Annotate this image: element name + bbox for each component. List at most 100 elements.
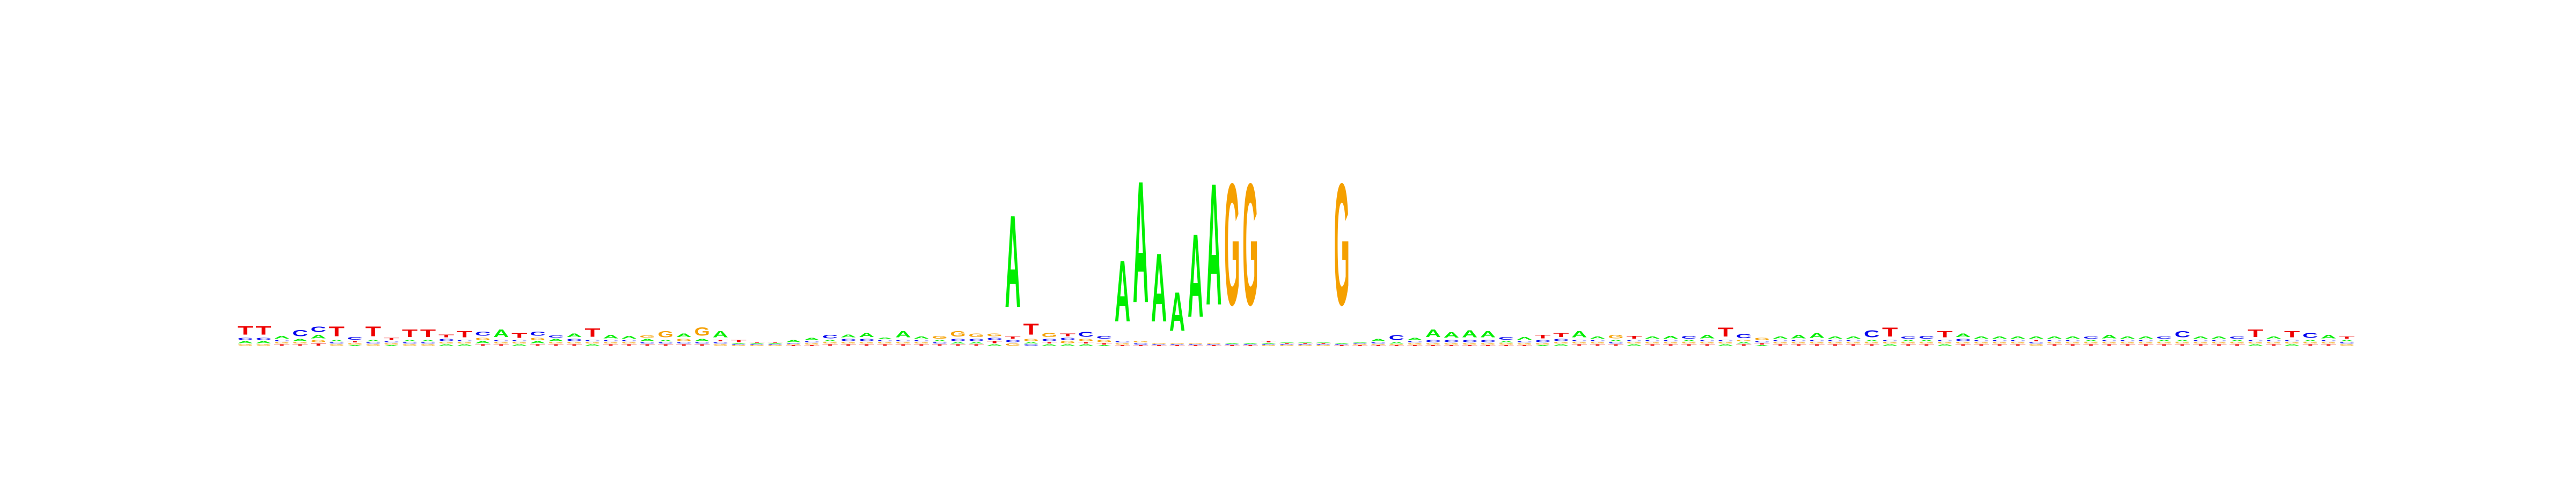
logo-letter-c: C: [2175, 329, 2190, 339]
logo-letter-a: A: [1005, 189, 1021, 335]
logo-letter-g: G: [1754, 337, 1770, 340]
logo-letter-c: C: [2102, 340, 2117, 342]
logo-letter-t: T: [402, 327, 418, 339]
logo-letter-t: T: [1224, 345, 1240, 346]
logo-letter-c: C: [1973, 340, 1989, 342]
logo-letter-t: T: [274, 344, 290, 346]
logo-letter-a: A: [658, 340, 674, 342]
logo-letter-a: A: [1371, 339, 1386, 342]
logo-letter-c: C: [1242, 344, 1258, 345]
logo-letter-a: A: [1663, 335, 1678, 339]
logo-letter-c: C: [292, 328, 308, 338]
logo-letter-g: G: [1188, 343, 1203, 344]
logo-letter-a: A: [895, 329, 911, 339]
logo-letter-g: G: [2120, 342, 2135, 344]
logo-letter-a: A: [1535, 345, 1550, 346]
logo-letter-g: G: [384, 343, 399, 345]
logo-letter-t: T: [2120, 344, 2136, 346]
logo-letter-c: C: [2138, 340, 2154, 342]
logo-letter-t: T: [311, 343, 326, 346]
logo-letter-g: G: [1718, 342, 1733, 344]
logo-letter-t: T: [329, 324, 345, 340]
logo-letter-a: A: [1315, 342, 1331, 343]
logo-letter-c: C: [402, 342, 418, 344]
logo-letter-t: T: [475, 344, 491, 346]
logo-letter-c: C: [2010, 340, 2025, 342]
logo-letter-a: A: [2138, 336, 2154, 339]
logo-letter-g: G: [1608, 334, 1623, 340]
logo-letter-a: A: [2284, 344, 2300, 346]
logo-letter-a: A: [2193, 336, 2208, 339]
logo-letter-t: T: [2028, 339, 2044, 341]
logo-letter-t: T: [731, 340, 747, 343]
logo-letter-t: T: [804, 345, 820, 346]
logo-letter-t: T: [840, 344, 857, 346]
logo-letter-c: C: [1535, 340, 1550, 343]
logo-letter-t: T: [365, 324, 382, 340]
logo-letter-g: G: [2266, 342, 2281, 344]
logo-letter-c: C: [840, 339, 856, 342]
logo-letter-c: C: [1389, 334, 1404, 341]
logo-letter-g: G: [1425, 343, 1441, 345]
logo-letter-g: G: [1827, 342, 1843, 344]
logo-letter-c: C: [877, 340, 892, 342]
logo-letter-a: A: [1681, 340, 1697, 342]
logo-letter-a: A: [786, 340, 801, 343]
logo-letter-g: G: [566, 342, 582, 344]
logo-letter-c: C: [1608, 342, 1623, 344]
logo-letter-g: G: [1937, 342, 1952, 344]
logo-letter-g: G: [731, 345, 747, 346]
logo-letter-g: G: [2047, 342, 2062, 344]
logo-letter-a: A: [1115, 243, 1130, 341]
logo-letter-t: T: [255, 324, 271, 337]
logo-letter-c: C: [1571, 340, 1587, 342]
logo-letter-g: G: [1297, 345, 1313, 346]
logo-letter-t: T: [1115, 345, 1131, 346]
logo-letter-t: T: [1590, 344, 1606, 346]
logo-letter-g: G: [1571, 342, 1587, 344]
logo-letter-c: C: [2193, 340, 2208, 342]
logo-letter-c: C: [1754, 341, 1770, 343]
logo-letter-a: A: [1498, 341, 1514, 343]
logo-letter-g: G: [1498, 343, 1514, 345]
logo-letter-a: A: [584, 344, 601, 346]
logo-letter-c: C: [1827, 340, 1843, 342]
logo-letter-a: A: [2010, 336, 2025, 339]
logo-letter-g: G: [329, 344, 345, 346]
logo-letter-g: G: [1042, 332, 1057, 339]
logo-letter-c: C: [1023, 344, 1039, 346]
logo-letter-c: C: [749, 344, 765, 345]
logo-letter-a: A: [1169, 281, 1185, 343]
logo-letter-g: G: [804, 343, 819, 345]
logo-letter-c: C: [2028, 342, 2044, 344]
logo-letter-t: T: [1371, 345, 1387, 346]
logo-letter-g: G: [1919, 342, 1934, 344]
logo-letter-g: G: [859, 342, 874, 344]
logo-letter-t: T: [1809, 344, 1825, 346]
logo-letter-c: C: [1334, 344, 1349, 345]
logo-letter-t: T: [877, 344, 893, 346]
logo-stacks: GACTGACTTGCATGACTGACGCATAGTCGCATAGCTGCAT…: [237, 145, 2355, 346]
logo-letter-t: T: [2302, 344, 2318, 346]
logo-letter-g: G: [658, 330, 674, 340]
logo-letter-g: G: [877, 342, 892, 344]
logo-letter-t: T: [1480, 345, 1496, 346]
logo-letter-t: T: [420, 327, 436, 339]
logo-letter-a: A: [1827, 336, 1843, 339]
logo-letter-c: C: [1151, 344, 1167, 345]
logo-letter-g: G: [1279, 345, 1294, 346]
logo-letter-g: G: [1955, 342, 1971, 344]
logo-letter-c: C: [475, 331, 491, 337]
logo-letter-t: T: [1791, 344, 1807, 346]
logo-letter-a: A: [1809, 332, 1825, 339]
logo-letter-t: T: [822, 344, 838, 346]
logo-letter-a: A: [2339, 340, 2355, 342]
logo-letter-a: A: [420, 340, 436, 342]
logo-letter-c: C: [584, 340, 600, 342]
logo-letter-c: C: [603, 340, 618, 342]
logo-letter-t: T: [968, 344, 984, 346]
logo-letter-c: C: [1060, 337, 1075, 340]
logo-letter-c: C: [1115, 341, 1130, 343]
logo-letter-g: G: [2175, 342, 2190, 344]
